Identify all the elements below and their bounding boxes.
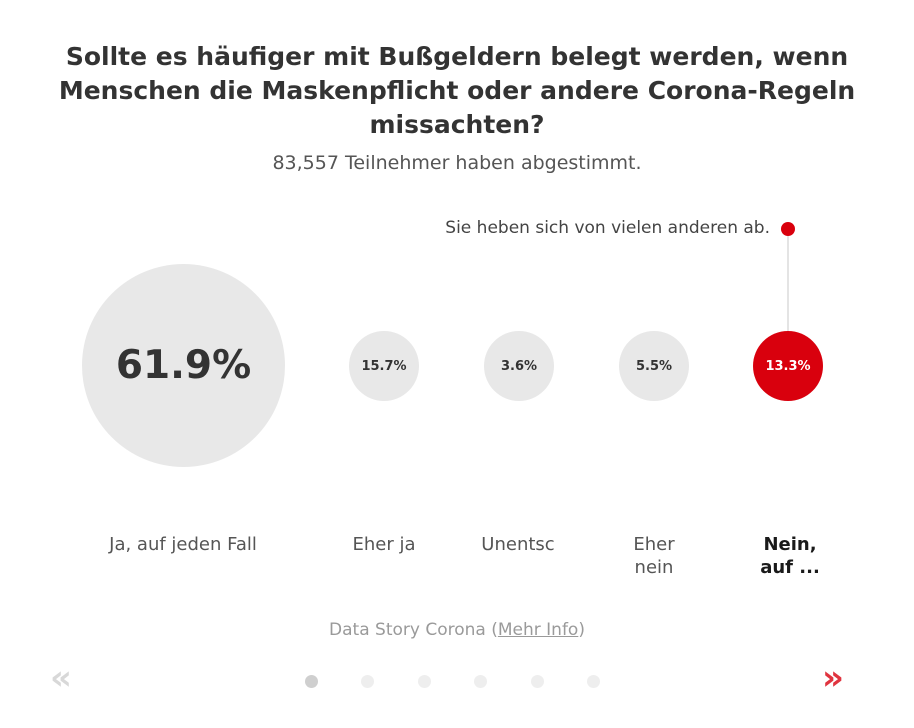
more-info-link[interactable]: Mehr Info bbox=[497, 620, 579, 640]
option-label-eher-ja: Eher ja bbox=[352, 534, 416, 555]
option-bubble-unentschieden[interactable]: 3.6% bbox=[484, 331, 554, 401]
participant-count: 83,557 Teilnehmer haben abgestimmt. bbox=[272, 152, 642, 174]
page-dot-5[interactable] bbox=[531, 675, 544, 688]
data-story-credit: Data Story Corona (Mehr Info) bbox=[0, 620, 914, 640]
option-label-ja-auf-jeden-fall: Ja, auf jeden Fall bbox=[109, 534, 257, 555]
option-label-unentschieden: Unentsc bbox=[481, 534, 555, 555]
option-bubble-nein-auf-keinen-fall[interactable]: 13.3% bbox=[753, 331, 823, 401]
poll-question: Sollte es häufiger mit Bußgeldern belegt… bbox=[58, 42, 856, 139]
option-label-eher-nein: Eher nein bbox=[633, 534, 675, 578]
selection-note: Sie heben sich von vielen anderen ab. bbox=[445, 218, 770, 238]
selection-marker-line bbox=[787, 236, 789, 332]
page-dot-3[interactable] bbox=[418, 675, 431, 688]
page-dot-2[interactable] bbox=[361, 675, 374, 688]
option-bubble-ja-auf-jeden-fall[interactable]: 61.9% bbox=[82, 264, 285, 467]
page-dot-4[interactable] bbox=[474, 675, 487, 688]
credit-suffix: ) bbox=[578, 620, 585, 640]
selection-marker-dot bbox=[781, 222, 795, 236]
page-dot-6[interactable] bbox=[587, 675, 600, 688]
double-chevron-right-icon[interactable]: » bbox=[822, 658, 844, 698]
option-bubble-eher-nein[interactable]: 5.5% bbox=[619, 331, 689, 401]
page-dot-1[interactable] bbox=[305, 675, 318, 688]
double-chevron-left-icon[interactable]: « bbox=[50, 658, 72, 698]
option-bubble-eher-ja[interactable]: 15.7% bbox=[349, 331, 419, 401]
option-label-nein-auf-keinen-fall: Nein, auf ... bbox=[760, 534, 820, 578]
credit-prefix: Data Story Corona ( bbox=[329, 620, 498, 640]
